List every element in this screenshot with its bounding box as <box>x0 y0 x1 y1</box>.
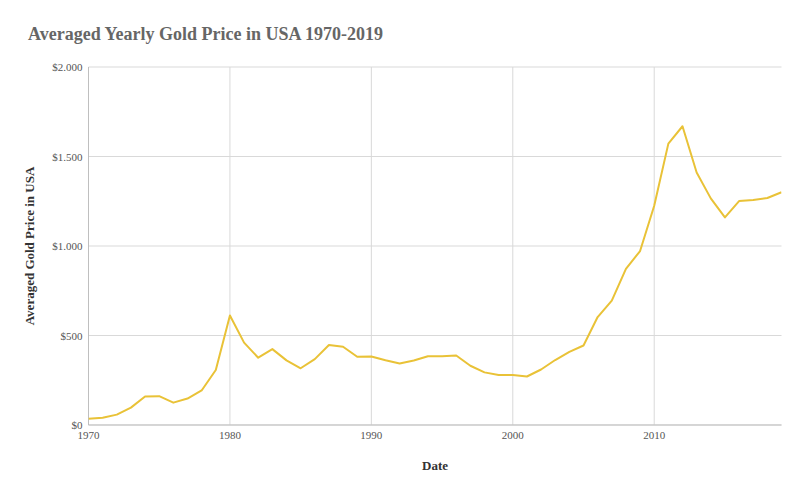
background <box>0 0 807 498</box>
y-tick-label: $2.000 <box>52 61 83 73</box>
x-tick-label: 1990 <box>360 429 383 441</box>
y-tick-label: $1.000 <box>52 240 83 252</box>
y-tick-label: $500 <box>61 330 84 342</box>
y-grid-line <box>89 425 782 426</box>
x-axis-label: Date <box>422 458 448 473</box>
x-grid-line <box>512 67 513 425</box>
x-axis-line <box>89 425 782 426</box>
y-axis-line <box>88 67 89 425</box>
chart: $0$500$1.000$1.500$2.0001970198019902000… <box>0 0 807 498</box>
x-tick-label: 1980 <box>219 429 242 441</box>
y-grid-line <box>89 246 782 247</box>
y-axis-label: Averaged Gold Price in USA <box>22 166 37 325</box>
x-tick-label: 2000 <box>502 429 525 441</box>
price-line <box>89 126 782 418</box>
x-tick-label: 2010 <box>643 429 666 441</box>
y-grid-line <box>89 67 782 68</box>
x-grid-line <box>229 67 230 425</box>
y-tick-label: $1.500 <box>52 151 83 163</box>
title: Averaged Yearly Gold Price in USA 1970-2… <box>28 24 383 44</box>
x-grid-line <box>654 67 655 425</box>
x-tick-label: 1970 <box>78 429 101 441</box>
y-grid-line <box>89 156 782 157</box>
plot-area <box>89 126 782 418</box>
x-grid-line <box>371 67 372 425</box>
x-grid-line <box>88 67 89 425</box>
y-grid-line <box>89 335 782 336</box>
